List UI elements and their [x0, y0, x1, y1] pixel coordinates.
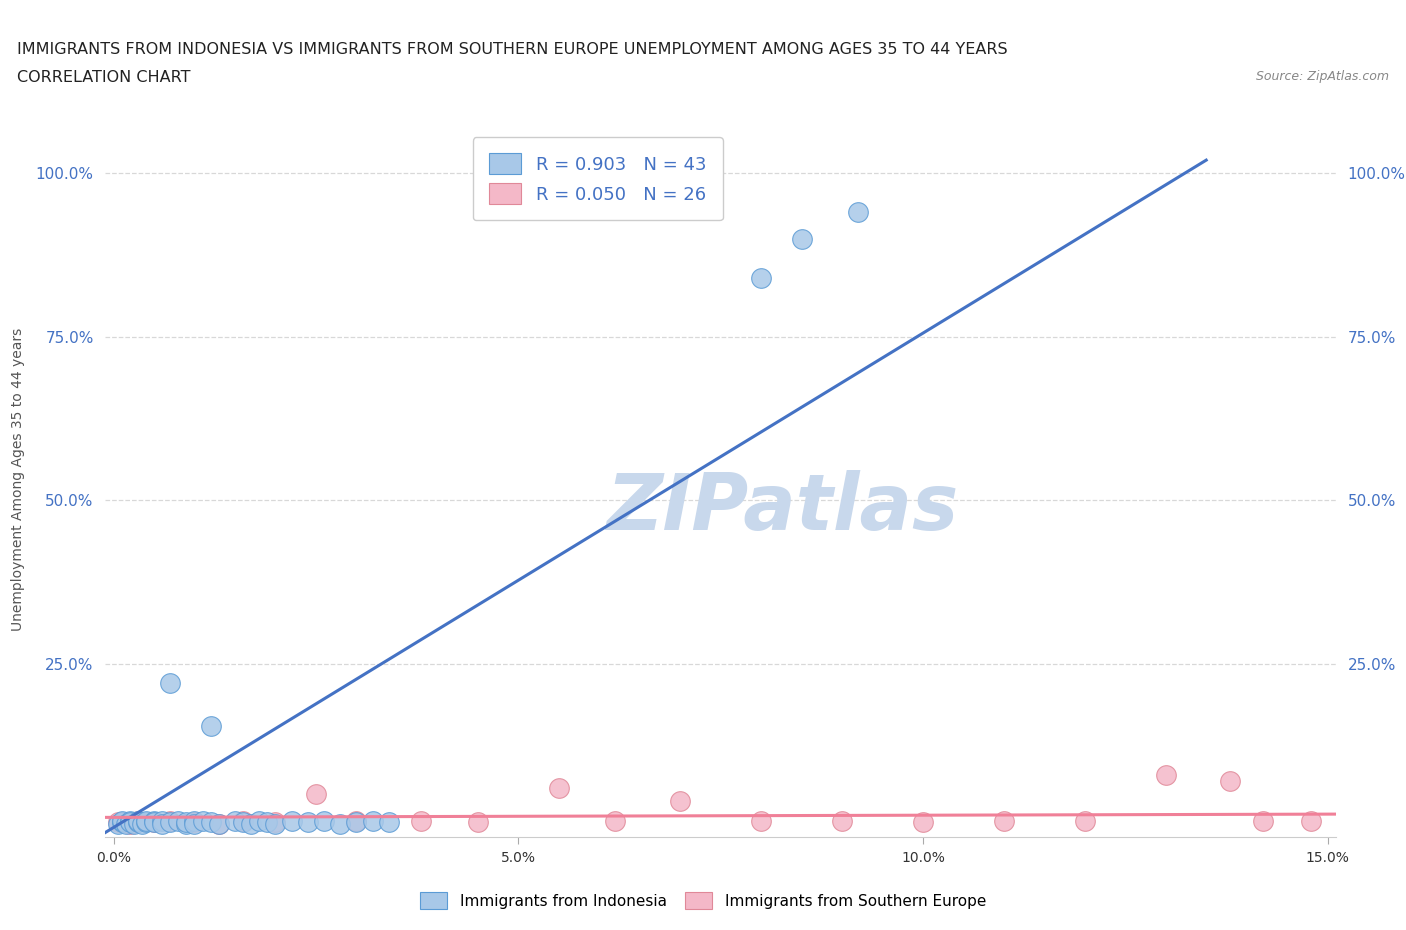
Point	[150, 817, 173, 831]
Point	[111, 815, 134, 830]
Point	[669, 793, 692, 808]
Text: ZIPatlas: ZIPatlas	[606, 470, 959, 546]
Point	[467, 815, 489, 830]
Point	[183, 817, 205, 831]
Point	[107, 815, 129, 830]
Point	[1154, 767, 1177, 782]
Point	[118, 813, 141, 828]
Legend: Immigrants from Indonesia, Immigrants from Southern Europe: Immigrants from Indonesia, Immigrants fr…	[413, 886, 993, 915]
Point	[240, 817, 263, 831]
Point	[150, 813, 173, 828]
Point	[749, 813, 772, 828]
Point	[247, 813, 270, 828]
Point	[605, 813, 627, 828]
Point	[135, 813, 157, 828]
Point	[344, 815, 367, 830]
Text: CORRELATION CHART: CORRELATION CHART	[17, 70, 190, 85]
Point	[143, 813, 166, 828]
Point	[176, 815, 198, 830]
Point	[167, 813, 190, 828]
Point	[232, 815, 254, 830]
Point	[111, 813, 134, 828]
Point	[200, 815, 222, 830]
Point	[312, 813, 335, 828]
Point	[329, 817, 352, 831]
Point	[127, 813, 149, 828]
Point	[107, 817, 129, 831]
Point	[264, 815, 287, 830]
Point	[993, 813, 1015, 828]
Point	[749, 271, 772, 286]
Point	[846, 205, 869, 219]
Text: 5.0%: 5.0%	[501, 851, 536, 865]
Point	[264, 817, 287, 831]
Point	[790, 232, 813, 246]
Point	[831, 813, 853, 828]
Point	[305, 787, 328, 802]
Point	[208, 817, 231, 831]
Point	[118, 817, 141, 831]
Point	[143, 815, 166, 830]
Point	[1251, 813, 1274, 828]
Point	[159, 676, 181, 691]
Point	[191, 813, 214, 828]
Point	[127, 815, 149, 830]
Point	[232, 813, 254, 828]
Point	[224, 813, 246, 828]
Legend: R = 0.903   N = 43, R = 0.050   N = 26: R = 0.903 N = 43, R = 0.050 N = 26	[472, 137, 723, 220]
Point	[118, 815, 141, 830]
Point	[547, 780, 569, 795]
Point	[114, 817, 136, 831]
Point	[131, 817, 153, 831]
Y-axis label: Unemployment Among Ages 35 to 44 years: Unemployment Among Ages 35 to 44 years	[10, 327, 24, 631]
Point	[1219, 774, 1241, 789]
Point	[176, 817, 198, 831]
Text: 10.0%: 10.0%	[901, 851, 945, 865]
Point	[911, 815, 934, 830]
Point	[280, 813, 302, 828]
Point	[135, 815, 157, 830]
Point	[200, 718, 222, 733]
Point	[344, 813, 367, 828]
Point	[1074, 813, 1097, 828]
Text: Source: ZipAtlas.com: Source: ZipAtlas.com	[1256, 70, 1389, 83]
Point	[159, 815, 181, 830]
Point	[1301, 813, 1323, 828]
Point	[256, 815, 278, 830]
Text: 15.0%: 15.0%	[1306, 851, 1350, 865]
Point	[208, 817, 231, 831]
Point	[111, 815, 134, 830]
Point	[183, 815, 205, 830]
Text: 0.0%: 0.0%	[96, 851, 131, 865]
Point	[361, 813, 384, 828]
Point	[122, 817, 145, 831]
Point	[143, 815, 166, 830]
Point	[297, 815, 319, 830]
Text: IMMIGRANTS FROM INDONESIA VS IMMIGRANTS FROM SOUTHERN EUROPE UNEMPLOYMENT AMONG : IMMIGRANTS FROM INDONESIA VS IMMIGRANTS …	[17, 42, 1008, 57]
Point	[411, 813, 433, 828]
Point	[183, 813, 205, 828]
Point	[127, 813, 149, 828]
Point	[159, 813, 181, 828]
Point	[377, 815, 399, 830]
